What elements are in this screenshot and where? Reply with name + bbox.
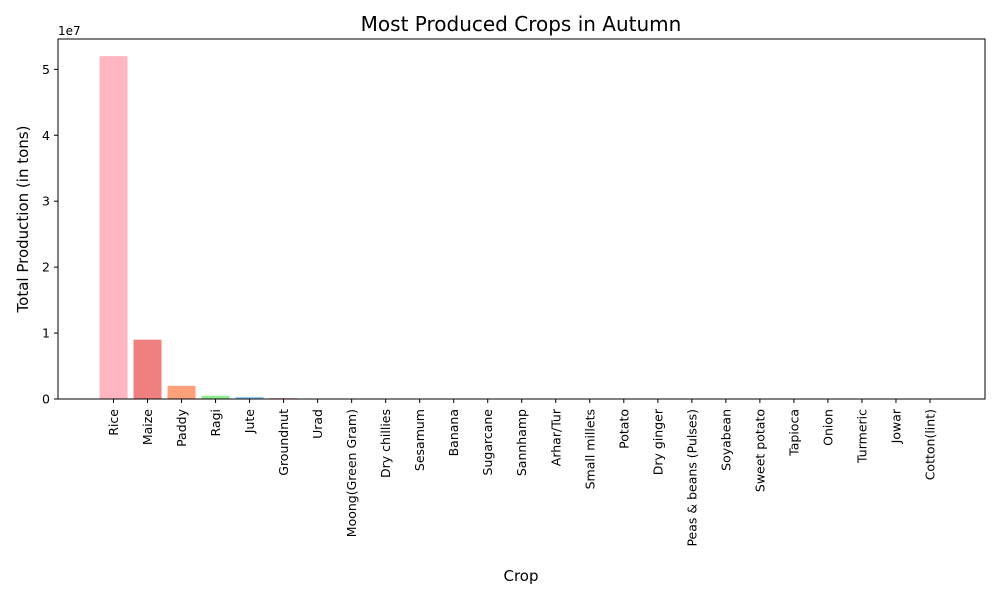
x-tick-label: Turmeric bbox=[854, 409, 869, 464]
x-axis-label: Crop bbox=[503, 567, 538, 585]
plot-frame bbox=[57, 38, 986, 400]
x-tick-label: Cotton(lint) bbox=[922, 409, 937, 480]
x-tick-label: Sesamum bbox=[412, 409, 427, 471]
bar-jute bbox=[235, 397, 264, 399]
x-tick-label: Potato bbox=[616, 409, 631, 449]
x-tick-label: Dry chillies bbox=[378, 409, 393, 478]
y-tick-label: 3 bbox=[42, 194, 50, 209]
x-tick-label: Peas & beans (Pulses) bbox=[684, 409, 699, 547]
bar-ragi bbox=[201, 395, 230, 399]
y-tick-label: 4 bbox=[42, 128, 50, 143]
x-ticks-group: Rice Maize Paddy Ragi Jute Groundnut Urad Moong… bbox=[106, 399, 937, 547]
bars-group bbox=[99, 56, 910, 399]
x-tick-label: Soyabean bbox=[718, 409, 733, 471]
x-tick-label: Sugarcane bbox=[480, 409, 495, 476]
x-tick-label: Moong(Green Gram) bbox=[344, 409, 359, 537]
chart-title: Most Produced Crops in Autumn bbox=[361, 12, 682, 36]
x-tick-label: Maize bbox=[140, 409, 155, 445]
x-tick-label: Groundnut bbox=[276, 409, 291, 476]
x-tick-label: Urad bbox=[310, 409, 325, 439]
bar-maize bbox=[133, 339, 162, 399]
y-tick-label: 2 bbox=[42, 260, 50, 275]
x-tick-label: Jowar bbox=[888, 408, 903, 444]
x-tick-label: Arhar/Tur bbox=[548, 408, 563, 466]
x-tick-label: Sweet potato bbox=[752, 409, 767, 492]
y-ticks-group: 0 1 2 3 4 5 bbox=[42, 62, 58, 407]
x-tick-label: Dry ginger bbox=[650, 408, 665, 475]
x-tick-label: Onion bbox=[820, 409, 835, 446]
bar-paddy bbox=[167, 385, 196, 399]
y-axis-offset-label: 1e7 bbox=[58, 24, 81, 38]
x-tick-label: Sannhamp bbox=[514, 409, 529, 476]
y-tick-label: 0 bbox=[42, 392, 50, 407]
x-tick-label: Banana bbox=[446, 409, 461, 456]
x-tick-label: Tapioca bbox=[786, 409, 801, 457]
y-axis-label: Total Production (in tons) bbox=[14, 126, 32, 314]
bar-rice bbox=[99, 56, 128, 399]
x-tick-label: Paddy bbox=[174, 408, 189, 447]
x-tick-label: Small millets bbox=[582, 409, 597, 489]
x-tick-label: Jute bbox=[242, 409, 257, 435]
y-tick-label: 5 bbox=[42, 62, 50, 77]
x-tick-label: Rice bbox=[106, 409, 121, 436]
y-tick-label: 1 bbox=[42, 326, 50, 341]
x-tick-label: Ragi bbox=[208, 409, 223, 436]
